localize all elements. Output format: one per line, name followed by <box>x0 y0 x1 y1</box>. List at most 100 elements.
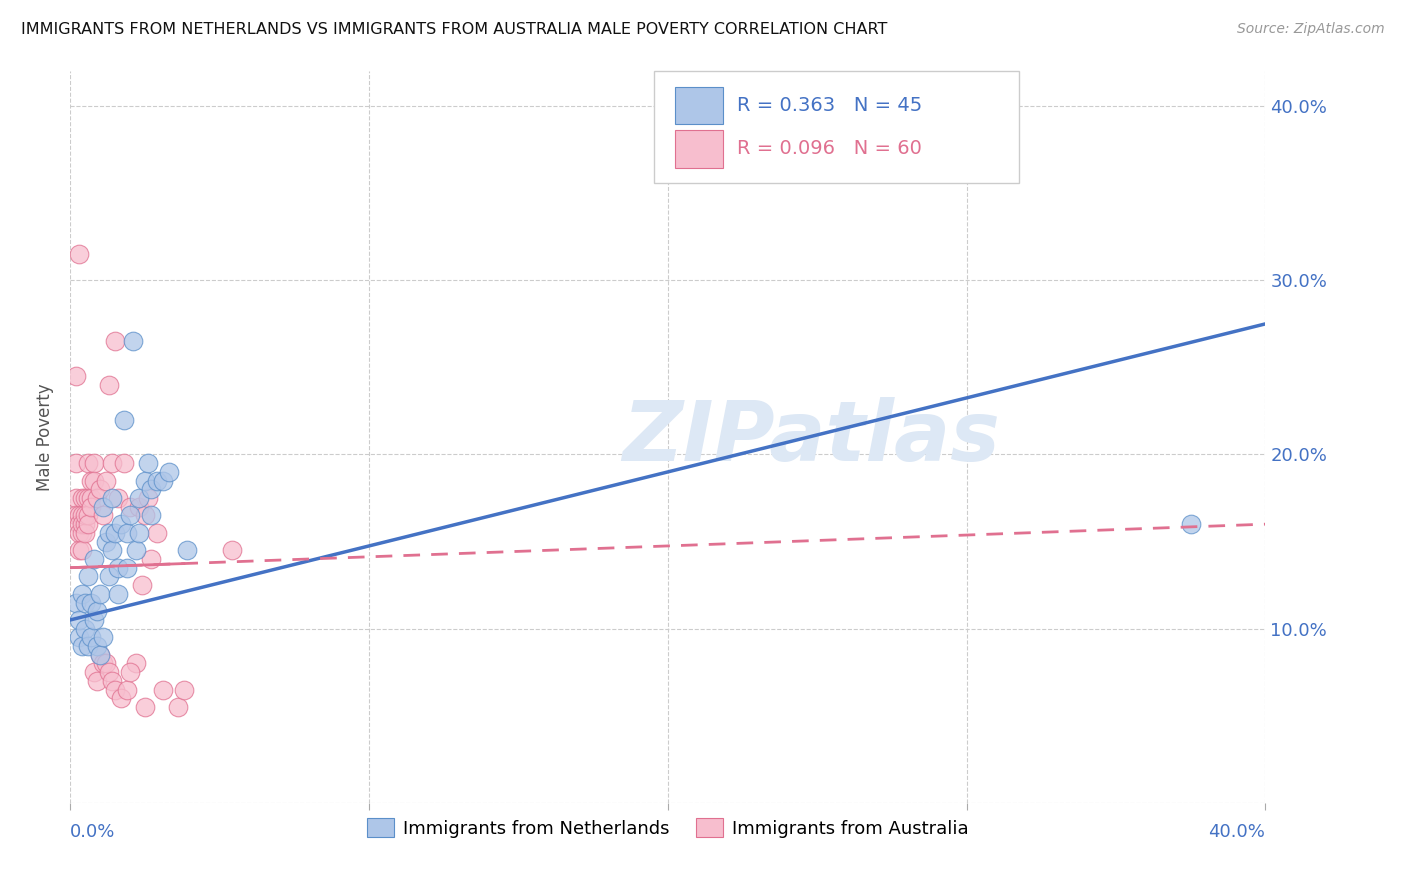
Point <box>104 334 127 349</box>
Point <box>67 543 90 558</box>
Point <box>120 500 141 514</box>
Point <box>89 587 111 601</box>
Point <box>83 474 105 488</box>
Point <box>65 369 87 384</box>
Point <box>104 682 127 697</box>
Point <box>176 543 198 558</box>
Point <box>136 491 159 505</box>
Text: R = 0.096   N = 60: R = 0.096 N = 60 <box>737 139 921 159</box>
Point <box>70 517 93 532</box>
Point <box>67 631 90 645</box>
Point <box>166 700 188 714</box>
Point <box>101 543 124 558</box>
Point <box>83 613 105 627</box>
Point <box>70 508 93 523</box>
Point <box>98 525 121 540</box>
Point <box>128 500 150 514</box>
Legend: Immigrants from Netherlands, Immigrants from Australia: Immigrants from Netherlands, Immigrants … <box>360 811 976 845</box>
Point <box>75 491 97 505</box>
Point <box>134 508 156 523</box>
Point <box>139 508 162 523</box>
Point <box>98 665 121 680</box>
Point <box>107 491 129 505</box>
Point <box>104 525 127 540</box>
Point <box>70 639 93 653</box>
Text: ZIPatlas: ZIPatlas <box>623 397 1000 477</box>
Point <box>131 578 153 592</box>
Point <box>80 474 103 488</box>
Point <box>115 560 138 574</box>
Point <box>70 587 93 601</box>
Point <box>77 491 100 505</box>
Point <box>70 543 93 558</box>
Point <box>107 587 129 601</box>
Point <box>75 595 97 609</box>
Text: Source: ZipAtlas.com: Source: ZipAtlas.com <box>1237 22 1385 37</box>
Point <box>152 682 174 697</box>
Point <box>65 491 87 505</box>
Point <box>101 491 124 505</box>
Point <box>128 525 150 540</box>
Point <box>83 552 105 566</box>
Point <box>112 456 135 470</box>
Point <box>173 682 195 697</box>
Point <box>110 517 132 532</box>
Point <box>139 483 162 497</box>
Point <box>65 595 87 609</box>
Point <box>101 456 124 470</box>
Point <box>77 569 100 583</box>
Point <box>75 517 97 532</box>
Point <box>125 543 148 558</box>
Text: 40.0%: 40.0% <box>1209 823 1265 841</box>
Point <box>86 604 108 618</box>
Point <box>134 700 156 714</box>
Point <box>80 631 103 645</box>
Point <box>139 552 162 566</box>
Point <box>89 483 111 497</box>
Point <box>152 474 174 488</box>
Point <box>83 456 105 470</box>
Point <box>65 508 87 523</box>
Text: IMMIGRANTS FROM NETHERLANDS VS IMMIGRANTS FROM AUSTRALIA MALE POVERTY CORRELATIO: IMMIGRANTS FROM NETHERLANDS VS IMMIGRANT… <box>21 22 887 37</box>
Point <box>115 525 138 540</box>
Point <box>91 500 114 514</box>
Point <box>136 456 159 470</box>
Point <box>146 474 169 488</box>
Point <box>75 525 97 540</box>
Point <box>1180 517 1202 532</box>
Point <box>115 682 138 697</box>
Point <box>86 673 108 688</box>
Point <box>96 474 118 488</box>
Point <box>70 525 93 540</box>
Point <box>75 508 97 523</box>
Point <box>86 639 108 653</box>
Point <box>112 412 135 426</box>
Text: R = 0.363   N = 45: R = 0.363 N = 45 <box>737 95 922 115</box>
Point <box>128 491 150 505</box>
Point <box>67 525 90 540</box>
Point <box>221 543 243 558</box>
Point <box>67 247 90 261</box>
Point <box>86 491 108 505</box>
Point <box>134 474 156 488</box>
Point <box>125 657 148 671</box>
Point <box>89 648 111 662</box>
Point <box>98 569 121 583</box>
Point <box>89 648 111 662</box>
Point <box>80 491 103 505</box>
Point <box>120 665 141 680</box>
Point <box>122 334 145 349</box>
Point <box>120 508 141 523</box>
Point <box>91 657 114 671</box>
Point <box>107 560 129 574</box>
Text: 0.0%: 0.0% <box>70 823 115 841</box>
Point <box>98 377 121 392</box>
Point <box>65 456 87 470</box>
Y-axis label: Male Poverty: Male Poverty <box>37 384 55 491</box>
Point <box>146 525 169 540</box>
Point <box>110 691 132 706</box>
Point <box>96 657 118 671</box>
Point <box>77 517 100 532</box>
Point <box>157 465 180 479</box>
Point <box>80 595 103 609</box>
